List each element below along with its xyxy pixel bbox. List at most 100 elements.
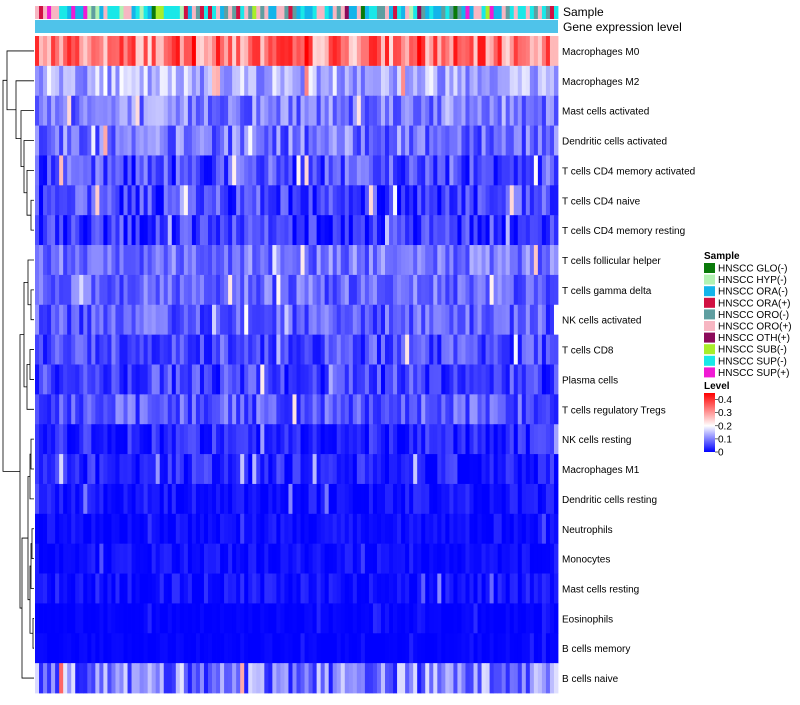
heatmap-cell <box>236 633 241 664</box>
heatmap-cell <box>308 36 313 67</box>
heatmap-cell <box>111 185 116 216</box>
heatmap-cell <box>376 483 382 515</box>
heatmap-cell <box>385 274 390 306</box>
heatmap-cell <box>425 364 430 395</box>
heatmap-cell <box>207 513 213 545</box>
heatmap-cell <box>509 185 515 216</box>
heatmap-cell <box>340 95 346 126</box>
heatmap-cell <box>296 454 301 485</box>
heatmap-cell <box>183 543 189 574</box>
heatmap-cell <box>537 125 543 156</box>
heatmap-cell <box>401 274 406 306</box>
heatmap-cell <box>207 334 213 365</box>
heatmap-cell <box>336 454 342 485</box>
heatmap-cell <box>525 543 531 574</box>
heatmap-cell <box>368 304 374 336</box>
heatmap-cell <box>272 513 277 545</box>
heatmap-cell <box>39 573 44 604</box>
heatmap-cell <box>107 483 112 515</box>
heatmap-cell <box>55 603 60 634</box>
heatmap-cell <box>35 394 40 425</box>
dendrogram-branch <box>26 169 34 216</box>
heatmap-cell <box>175 603 181 634</box>
heatmap-cell <box>489 95 495 126</box>
sample-track-cell <box>203 6 209 19</box>
heatmap-cell <box>453 603 458 634</box>
heatmap-cell <box>228 394 233 425</box>
heatmap-cell <box>87 334 92 365</box>
sample-track-cell <box>252 6 257 19</box>
heatmap-cell <box>87 215 92 246</box>
heatmap-cell <box>344 304 350 336</box>
heatmap-cell <box>67 334 72 365</box>
heatmap-cell <box>95 215 100 246</box>
heatmap-cell <box>417 424 422 455</box>
heatmap-cell <box>276 364 281 395</box>
heatmap-cell <box>127 633 132 664</box>
heatmap-cell <box>99 573 104 604</box>
heatmap-cell <box>308 424 313 455</box>
heatmap-cell <box>368 334 374 365</box>
heatmap-cell <box>393 543 398 574</box>
heatmap-cell <box>79 573 84 604</box>
heatmap-cell <box>67 483 72 515</box>
heatmap-cell <box>87 633 92 664</box>
heatmap-cell <box>457 394 462 425</box>
legend-swatch <box>704 355 715 366</box>
heatmap-cell <box>441 304 446 336</box>
heatmap-cell <box>312 155 318 186</box>
heatmap-cell <box>545 633 551 664</box>
heatmap-cell <box>292 573 297 604</box>
heatmap-cell <box>477 454 482 485</box>
heatmap-cell <box>380 304 386 336</box>
heatmap-cell <box>171 245 177 276</box>
heatmap-cell <box>175 334 181 365</box>
heatmap-cell <box>127 95 132 126</box>
sample-track-cell <box>216 6 221 19</box>
heatmap-cell <box>59 185 64 216</box>
heatmap-cell <box>328 125 334 156</box>
heatmap-cell <box>545 245 551 276</box>
heatmap-cell <box>244 663 249 694</box>
heatmap-cell <box>376 245 382 276</box>
heatmap-cell <box>284 513 289 545</box>
heatmap-cell <box>67 65 72 97</box>
heatmap-cell <box>477 125 482 156</box>
heatmap-cell <box>501 454 507 485</box>
heatmap-cell <box>509 573 515 604</box>
heatmap-cell <box>83 394 88 425</box>
heatmap-cell <box>533 424 539 455</box>
heatmap-cell <box>195 424 201 455</box>
heatmap-cell <box>264 364 269 395</box>
heatmap-cell <box>429 394 434 425</box>
heatmap-cell <box>405 245 410 276</box>
heatmap-cell <box>525 125 531 156</box>
heatmap-cell <box>300 334 305 365</box>
heatmap-cell <box>397 185 402 216</box>
heatmap-cell <box>312 633 318 664</box>
heatmap-cell <box>312 543 318 574</box>
heatmap-cell <box>55 543 60 574</box>
heatmap-cell <box>405 36 410 67</box>
heatmap-cell <box>288 95 293 126</box>
heatmap-cell <box>300 424 305 455</box>
heatmap-cell <box>95 36 100 67</box>
heatmap-cell <box>312 274 318 306</box>
heatmap-cell <box>529 95 535 126</box>
heatmap-cell <box>360 36 366 67</box>
heatmap-cell <box>505 543 511 574</box>
heatmap-cell <box>413 36 418 67</box>
heatmap-cell <box>39 513 44 545</box>
heatmap-cell <box>380 394 386 425</box>
heatmap-cell <box>433 633 438 664</box>
heatmap-cell <box>545 185 551 216</box>
heatmap-cell <box>79 513 84 545</box>
heatmap-cell <box>199 155 205 186</box>
heatmap-cell <box>135 274 140 306</box>
row-label: T cells CD4 memory resting <box>562 226 685 237</box>
heatmap-cell <box>280 185 285 216</box>
heatmap-cell <box>147 543 153 574</box>
heatmap-cell <box>43 633 48 664</box>
heatmap-cell <box>296 215 301 246</box>
heatmap-cell <box>449 483 454 515</box>
